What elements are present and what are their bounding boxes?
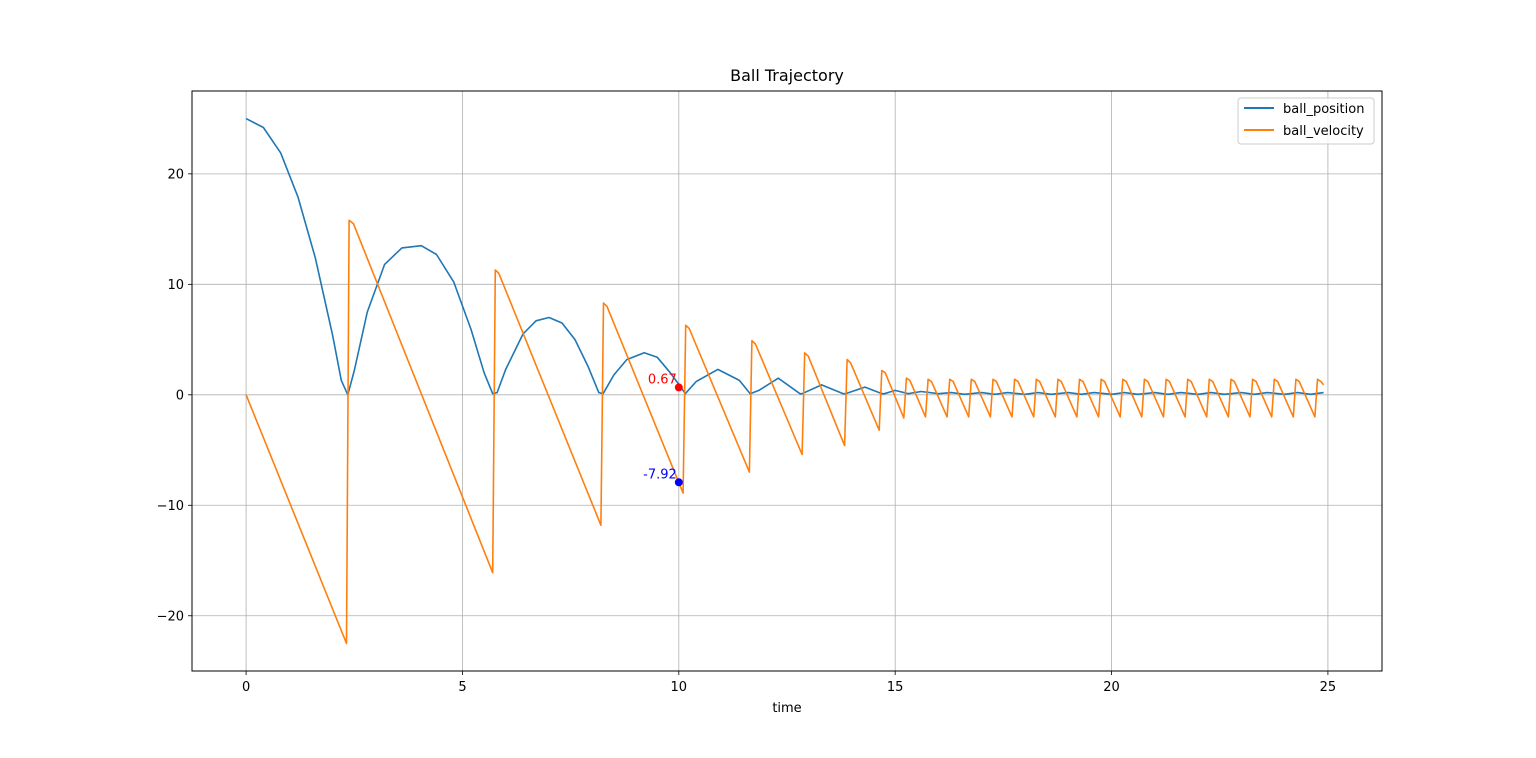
axis-ticks: 0 5 10 15 20 25 −20 −10 0 10 20	[157, 167, 1337, 695]
x-tick-label: 25	[1320, 680, 1337, 695]
x-tick-label: 5	[458, 680, 466, 695]
plot-frame	[191, 90, 1383, 672]
annotation-label: 0.67	[648, 372, 677, 387]
series-lines	[245, 117, 1325, 645]
y-tick-label: 10	[167, 278, 184, 293]
x-axis-label: time	[772, 701, 801, 716]
y-tick-label: 0	[176, 388, 184, 403]
x-tick-label: 20	[1103, 680, 1120, 695]
x-tick-label: 10	[671, 680, 688, 695]
legend: ball_position ball_velocity	[1237, 97, 1375, 145]
grid	[192, 91, 1382, 671]
legend-label-ball-velocity: ball_velocity	[1283, 124, 1364, 139]
y-tick-label: −20	[157, 609, 184, 624]
annotation-point	[674, 383, 683, 392]
annotation-point	[674, 478, 683, 487]
annotations: 0.67 -7.92	[643, 372, 683, 487]
y-tick-label: 20	[167, 167, 184, 182]
chart-title: Ball Trajectory	[730, 66, 844, 85]
legend-label-ball-position: ball_position	[1283, 102, 1364, 117]
legend-box	[1237, 97, 1375, 145]
y-tick-label: −10	[157, 499, 184, 514]
series-line-ball-position	[245, 117, 1324, 396]
x-tick-label: 15	[887, 680, 904, 695]
annotation-label: -7.92	[643, 467, 677, 482]
series-line-ball-velocity	[245, 219, 1325, 645]
x-tick-label: 0	[242, 680, 250, 695]
